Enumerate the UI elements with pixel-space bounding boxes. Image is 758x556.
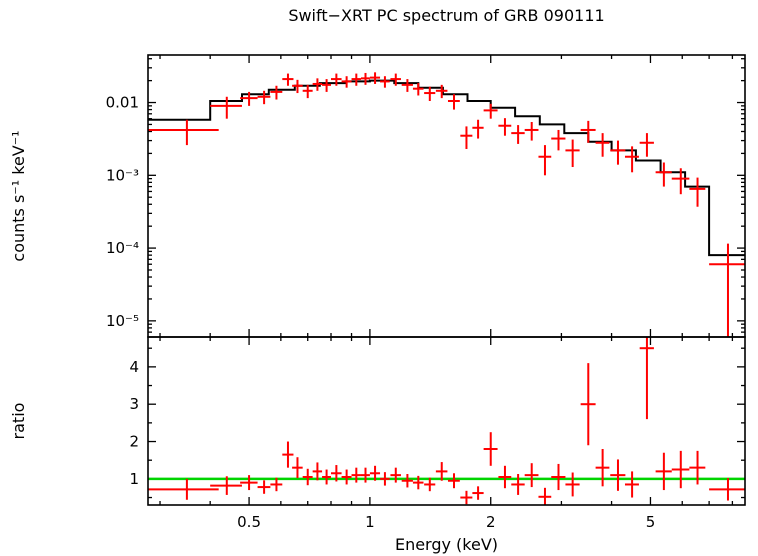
y-tick-label-counts: 0.01	[106, 94, 139, 112]
y-tick-label-ratio: 1	[129, 470, 139, 488]
y-tick-label-counts: 10⁻³	[106, 166, 139, 184]
spectrum-panel-frame	[147, 54, 746, 338]
y-axis-label-ratio: ratio	[9, 403, 28, 440]
model-line	[148, 79, 745, 257]
chart-title: Swift−XRT PC spectrum of GRB 090111	[288, 6, 605, 25]
y-tick-label-counts: 10⁻⁴	[106, 239, 139, 257]
x-tick-label: 2	[486, 513, 496, 531]
spectrum-points	[148, 72, 745, 337]
x-axis-label: Energy (keV)	[395, 535, 498, 554]
y-tick-label-ratio: 2	[129, 433, 139, 451]
y-axis-label-counts: counts s⁻¹ keV⁻¹	[9, 130, 28, 261]
y-tick-label-ratio: 4	[129, 358, 139, 376]
ratio-points	[148, 337, 745, 505]
x-tick-label: 0.5	[237, 513, 261, 531]
y-tick-label-counts: 10⁻⁵	[106, 312, 139, 330]
ratio-panel-frame	[147, 336, 746, 506]
x-tick-label: 1	[365, 513, 375, 531]
y-tick-label-ratio: 3	[129, 395, 139, 413]
x-tick-label: 5	[646, 513, 656, 531]
